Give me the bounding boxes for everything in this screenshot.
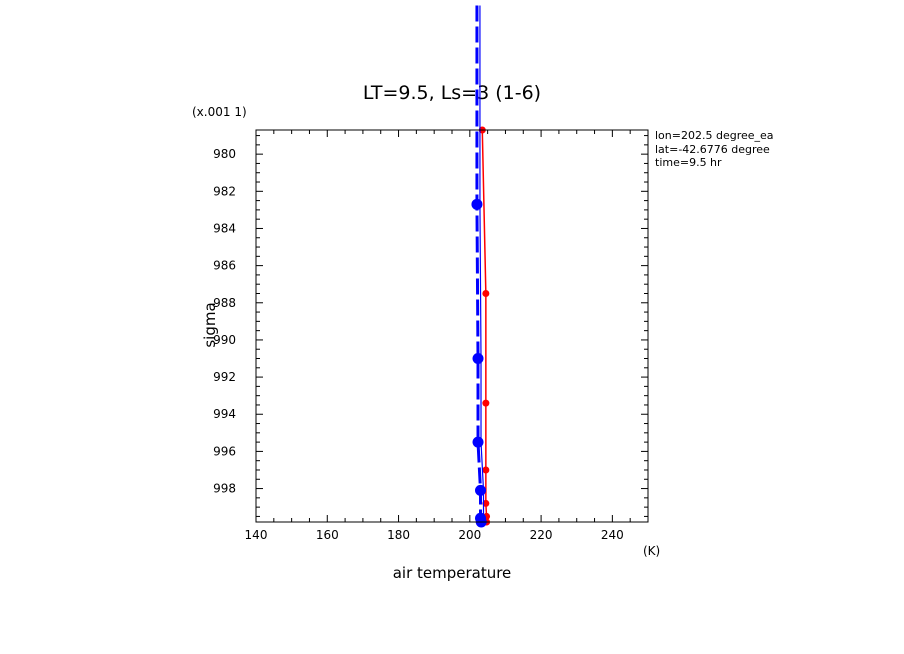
plot-frame (255, 129, 649, 523)
y-tick-label: 996 (213, 444, 236, 458)
series-point-blue (472, 436, 484, 448)
plot-series (471, 5, 491, 528)
y-tick-label: 986 (213, 259, 236, 273)
y-tick-label: 988 (213, 296, 236, 310)
series-point-blue (472, 353, 484, 365)
x-axis-label: air temperature (393, 564, 512, 582)
y-tick-label: 982 (213, 184, 236, 198)
x-tick-label: 200 (458, 528, 481, 542)
series-point-blue (475, 484, 487, 496)
x-tick-label: 220 (530, 528, 553, 542)
annotation-lat: lat=-42.6776 degree (655, 143, 770, 156)
series-point-red (482, 399, 490, 407)
y-tick-label: 980 (213, 147, 236, 161)
annotation-time: time=9.5 hr (655, 156, 722, 169)
y-tick-label: 990 (213, 333, 236, 347)
y-tick-label: 984 (213, 221, 236, 235)
x-tick-label: 180 (387, 528, 410, 542)
x-tick-label: 240 (601, 528, 624, 542)
x-axis-unit: (K) (643, 544, 660, 558)
series-point-red (482, 466, 490, 474)
series-line-red (481, 129, 488, 522)
y-tick-label: 992 (213, 370, 236, 384)
x-tick-label: 160 (316, 528, 339, 542)
y-tick-label: 998 (213, 482, 236, 496)
x-tick-label: 140 (245, 528, 268, 542)
chart-title: LT=9.5, Ls=3 (1-6) (363, 82, 541, 104)
y-tick-label: 994 (213, 407, 236, 421)
series-point-blue (471, 198, 483, 210)
y-scale-note: (x.001 1) (192, 105, 247, 119)
axis-ticks (255, 130, 649, 522)
y-axis-label: sigma (201, 302, 219, 347)
axis-tick-labels: 140 160 180 200 220 240 980 982 984 986 988 990 992 9… (213, 147, 624, 542)
annotation-lon: lon=202.5 degree_ea (655, 129, 774, 142)
series-point-red (482, 289, 490, 297)
